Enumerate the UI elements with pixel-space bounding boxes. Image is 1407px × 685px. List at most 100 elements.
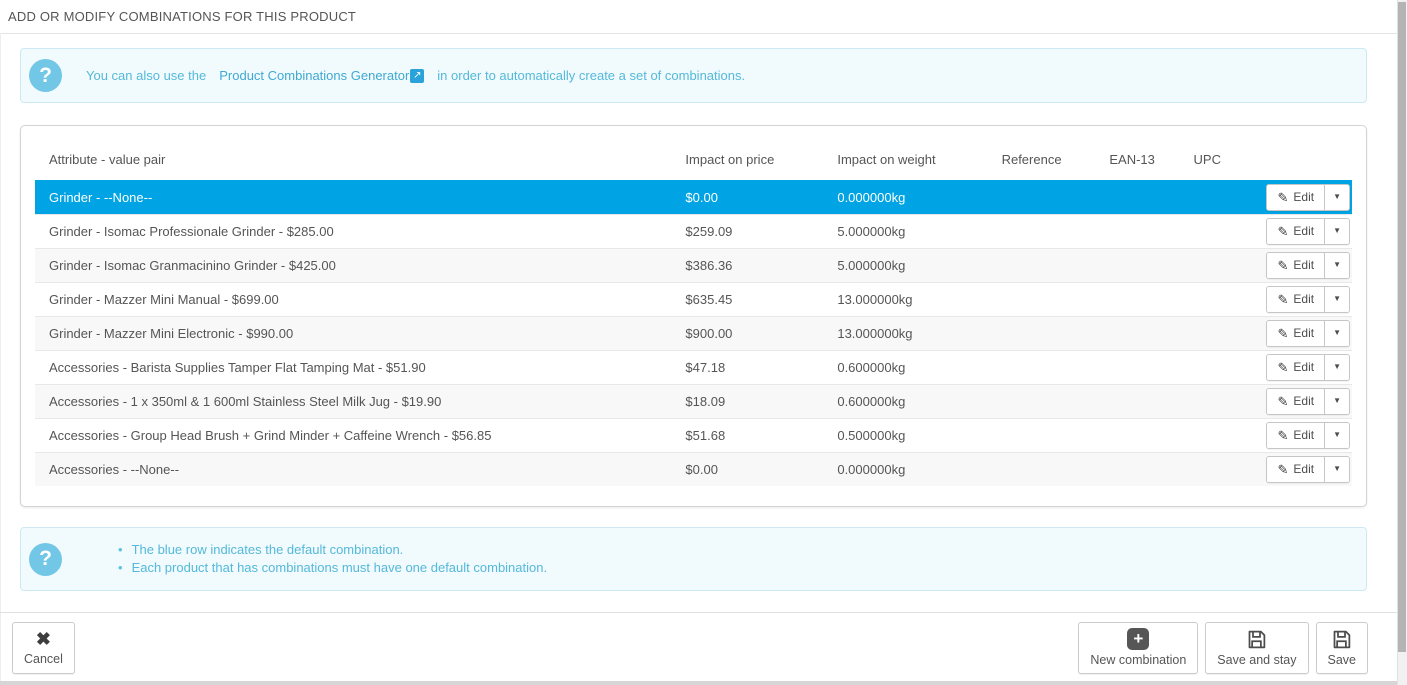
- cell-impact-price: $18.09: [671, 383, 824, 418]
- table-row[interactable]: Accessories - Group Head Brush + Grind M…: [35, 417, 1352, 452]
- cell-attribute: Grinder - Mazzer Mini Manual - $699.00: [35, 281, 672, 316]
- table-header-row: Attribute - value pair Impact on price I…: [35, 140, 1352, 180]
- edit-dropdown-toggle[interactable]: ▼: [1324, 354, 1349, 380]
- cell-impact-weight: 0.600000kg: [823, 383, 988, 418]
- save-and-stay-button[interactable]: Save and stay: [1205, 622, 1309, 674]
- table-row[interactable]: Accessories - Barista Supplies Tamper Fl…: [35, 349, 1352, 384]
- cell-reference: [987, 417, 1096, 452]
- cell-impact-price: $635.45: [671, 281, 824, 316]
- alert-text-after: in order to automatically create a set o…: [437, 68, 746, 83]
- save-and-stay-label: Save and stay: [1217, 652, 1297, 667]
- caret-down-icon: ▼: [1333, 430, 1341, 439]
- table-row[interactable]: Grinder - Mazzer Mini Electronic - $990.…: [35, 315, 1352, 350]
- edit-button[interactable]: ✎ Edit: [1267, 320, 1325, 346]
- link-label: Product Combinations Generator: [219, 68, 410, 83]
- edit-split-button: ✎ Edit ▼: [1266, 251, 1350, 279]
- cell-attribute: Grinder - --None--: [35, 179, 672, 214]
- panel-left-border: [0, 33, 1, 681]
- edit-dropdown-toggle[interactable]: ▼: [1324, 184, 1349, 210]
- bottom-edge-strip: [0, 681, 1397, 685]
- save-button[interactable]: Save: [1315, 622, 1368, 674]
- edit-button-label: Edit: [1293, 360, 1315, 374]
- pencil-icon: ✎: [1277, 359, 1289, 375]
- cell-ean13: [1095, 179, 1180, 214]
- pencil-icon: ✎: [1277, 461, 1289, 477]
- edit-button[interactable]: ✎ Edit: [1267, 218, 1325, 244]
- edit-split-button: ✎ Edit ▼: [1266, 285, 1350, 313]
- edit-dropdown-toggle[interactable]: ▼: [1324, 218, 1349, 244]
- pencil-icon: ✎: [1277, 291, 1289, 307]
- table-row[interactable]: Grinder - Mazzer Mini Manual - $699.00 $…: [35, 281, 1352, 316]
- edit-button[interactable]: ✎ Edit: [1267, 252, 1325, 278]
- table-row[interactable]: Grinder - Isomac Granmacinino Grinder - …: [35, 247, 1352, 282]
- alert-bullet-list: The blue row indicates the default combi…: [118, 541, 548, 577]
- cell-ean13: [1095, 247, 1180, 282]
- cell-attribute: Accessories - --None--: [35, 451, 672, 486]
- cell-impact-weight: 13.000000kg: [823, 281, 988, 316]
- cell-upc: [1179, 383, 1260, 418]
- cell-reference: [987, 349, 1096, 384]
- caret-down-icon: ▼: [1333, 294, 1341, 303]
- cell-reference: [987, 315, 1096, 350]
- edit-button[interactable]: ✎ Edit: [1267, 456, 1325, 482]
- cell-impact-weight: 5.000000kg: [823, 247, 988, 282]
- cancel-button-label: Cancel: [24, 652, 63, 666]
- external-link-icon: ↗: [410, 68, 425, 83]
- edit-dropdown-toggle[interactable]: ▼: [1324, 252, 1349, 278]
- scrollbar-thumb[interactable]: [1398, 2, 1406, 652]
- caret-down-icon: ▼: [1333, 362, 1341, 371]
- edit-button[interactable]: ✎ Edit: [1267, 422, 1325, 448]
- vertical-scrollbar[interactable]: [1397, 0, 1407, 685]
- save-icon: [1246, 629, 1267, 650]
- cancel-button[interactable]: ✖ Cancel: [12, 622, 75, 674]
- caret-down-icon: ▼: [1333, 192, 1341, 201]
- edit-dropdown-toggle[interactable]: ▼: [1324, 422, 1349, 448]
- cell-attribute: Grinder - Isomac Professionale Grinder -…: [35, 213, 672, 248]
- product-combinations-generator-link[interactable]: Product Combinations Generator ↗: [219, 68, 425, 83]
- cell-impact-weight: 5.000000kg: [823, 213, 988, 248]
- save-button-label: Save: [1327, 652, 1357, 667]
- cell-upc: [1179, 247, 1260, 282]
- cell-attribute: Accessories - Group Head Brush + Grind M…: [35, 417, 672, 452]
- footer-divider: [0, 612, 1397, 613]
- table-row[interactable]: Accessories - 1 x 350ml & 1 600ml Stainl…: [35, 383, 1352, 418]
- edit-dropdown-toggle[interactable]: ▼: [1324, 286, 1349, 312]
- alert-text-before: You can also use the: [86, 68, 207, 83]
- cell-reference: [987, 179, 1096, 214]
- edit-button[interactable]: ✎ Edit: [1267, 354, 1325, 380]
- edit-button-label: Edit: [1293, 394, 1315, 408]
- cell-impact-weight: 0.000000kg: [823, 179, 988, 214]
- edit-dropdown-toggle[interactable]: ▼: [1324, 388, 1349, 414]
- edit-button[interactable]: ✎ Edit: [1267, 184, 1325, 210]
- cell-upc: [1179, 315, 1260, 350]
- cell-impact-weight: 13.000000kg: [823, 315, 988, 350]
- column-header-ean13: EAN-13: [1109, 152, 1155, 168]
- cell-upc: [1179, 451, 1260, 486]
- edit-dropdown-toggle[interactable]: ▼: [1324, 320, 1349, 346]
- new-combination-button[interactable]: + New combination: [1078, 622, 1199, 674]
- edit-button-label: Edit: [1293, 190, 1315, 204]
- cell-impact-price: $259.09: [671, 213, 824, 248]
- edit-split-button: ✎ Edit ▼: [1266, 183, 1350, 211]
- edit-button[interactable]: ✎ Edit: [1267, 388, 1325, 414]
- cell-upc: [1179, 349, 1260, 384]
- edit-dropdown-toggle[interactable]: ▼: [1324, 456, 1349, 482]
- column-header-actions: [1260, 140, 1352, 180]
- close-icon: ✖: [35, 629, 51, 649]
- table-row-default-combination[interactable]: Grinder - --None-- $0.00 0.000000kg ✎ Edi…: [35, 179, 1352, 214]
- table-row[interactable]: Grinder - Isomac Professionale Grinder -…: [35, 213, 1352, 248]
- edit-button-label: Edit: [1293, 258, 1315, 272]
- cell-reference: [987, 281, 1096, 316]
- pencil-icon: ✎: [1277, 393, 1289, 409]
- cell-impact-price: $386.36: [671, 247, 824, 282]
- combinations-table: Attribute - value pair Impact on price I…: [35, 140, 1352, 486]
- cell-impact-weight: 0.500000kg: [823, 417, 988, 452]
- cell-reference: [987, 247, 1096, 282]
- edit-button[interactable]: ✎ Edit: [1267, 286, 1325, 312]
- cell-ean13: [1095, 281, 1180, 316]
- help-question-icon: ?: [29, 542, 62, 576]
- table-row[interactable]: Accessories - --None-- $0.00 0.000000kg …: [35, 451, 1352, 486]
- edit-split-button: ✎ Edit ▼: [1266, 421, 1350, 449]
- cell-ean13: [1095, 349, 1180, 384]
- cell-attribute: Grinder - Mazzer Mini Electronic - $990.…: [35, 315, 672, 350]
